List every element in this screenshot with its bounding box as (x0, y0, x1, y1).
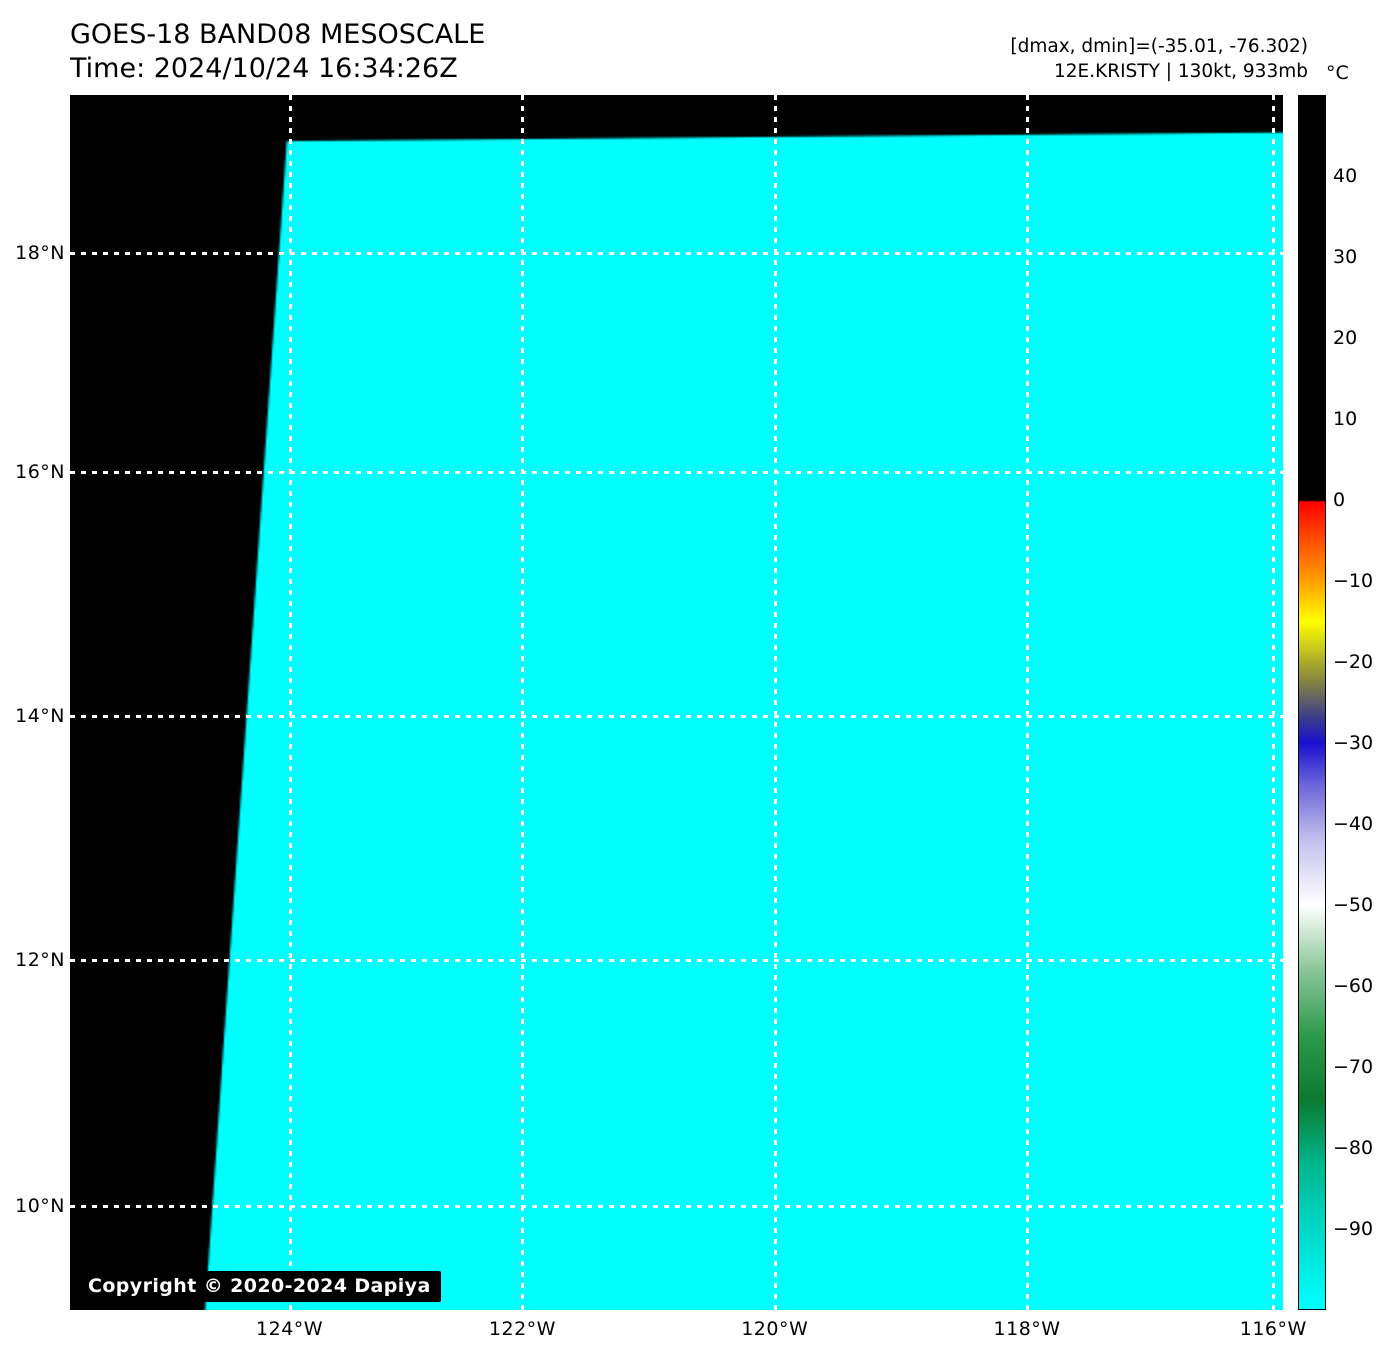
colorbar-unit-label: °C (1326, 62, 1349, 84)
latitude-tick-label: 16°N (15, 460, 65, 483)
colorbar-tick-label: 40 (1333, 165, 1358, 187)
colorbar-tick-label: −20 (1333, 651, 1374, 673)
latitude-tick-label: 18°N (15, 241, 65, 264)
colorbar-tick-label: 0 (1333, 489, 1346, 511)
colorbar-tick-label: 20 (1333, 327, 1358, 349)
header-title-block: GOES-18 BAND08 MESOSCALE Time: 2024/10/2… (70, 18, 485, 86)
longitude-tick-label: 124°W (256, 1318, 324, 1340)
satellite-image-plot[interactable]: Copyright © 2020-2024 Dapiya (70, 95, 1283, 1310)
longitude-tick-label: 118°W (993, 1318, 1061, 1340)
storm-info-label: 12E.KRISTY | 130kt, 933mb (1053, 61, 1308, 82)
colorbar-tick-label: −50 (1333, 894, 1374, 916)
longitude-tick-label: 122°W (488, 1318, 556, 1340)
timestamp-label: Time: 2024/10/24 16:34:26Z (70, 53, 458, 84)
satellite-imagery-canvas (70, 95, 1283, 1310)
copyright-notice: Copyright © 2020-2024 Dapiya (78, 1271, 441, 1302)
colorbar-tick-label: −80 (1333, 1137, 1374, 1159)
colorbar-tick-label: −40 (1333, 813, 1374, 835)
colorbar-tick-label: −90 (1333, 1218, 1374, 1240)
colorbar-tick-label: 30 (1333, 246, 1358, 268)
colorbar-tick-label: −30 (1333, 732, 1374, 754)
latitude-tick-label: 10°N (15, 1194, 65, 1217)
longitude-tick-label: 120°W (741, 1318, 809, 1340)
colorbar-gradient (1299, 96, 1325, 1309)
dmax-dmin-label: [dmax, dmin]=(-35.01, -76.302) (1010, 36, 1308, 57)
page-title: GOES-18 BAND08 MESOSCALE (70, 19, 486, 50)
colorbar-tick-label: −70 (1333, 1056, 1374, 1078)
colorbar[interactable] (1298, 95, 1326, 1310)
longitude-tick-label: 116°W (1239, 1318, 1307, 1340)
colorbar-tick-label: −60 (1333, 975, 1374, 997)
header-meta-block: [dmax, dmin]=(-35.01, -76.302) 12E.KRIST… (1010, 34, 1308, 84)
latitude-tick-label: 12°N (15, 949, 65, 972)
colorbar-tick-label: 10 (1333, 408, 1358, 430)
colorbar-tick-label: −10 (1333, 570, 1374, 592)
latitude-tick-label: 14°N (15, 704, 65, 727)
